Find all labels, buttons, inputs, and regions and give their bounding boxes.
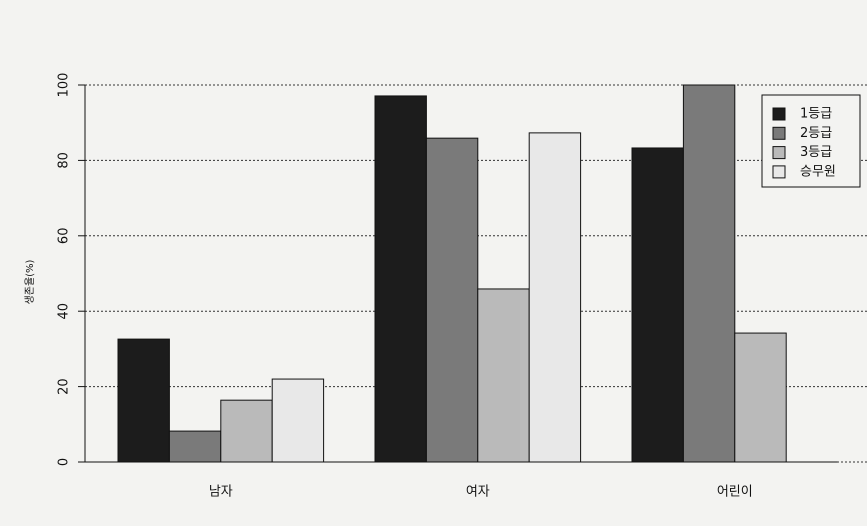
legend-label: 1등급 <box>800 107 832 122</box>
y-tick-label: 80 <box>57 152 72 169</box>
bar <box>734 332 787 463</box>
bar <box>168 430 222 463</box>
y-tick-label: 60 <box>57 228 72 245</box>
y-tick-label: 20 <box>57 378 72 395</box>
bar <box>117 338 170 463</box>
legend-swatch <box>772 165 786 179</box>
bar <box>425 137 479 463</box>
bar <box>528 132 582 463</box>
bar <box>682 84 736 463</box>
legend-swatch <box>772 107 786 121</box>
legend-swatch <box>772 126 786 140</box>
x-tick-label: 어린이 <box>717 485 753 500</box>
legend-label: 승무원 <box>800 164 836 179</box>
y-axis-label: 생존율(%) <box>24 259 36 304</box>
y-tick-label: 40 <box>57 303 72 320</box>
legend-label: 3등급 <box>800 145 832 160</box>
legend-label: 2등급 <box>800 126 832 141</box>
y-tick-label: 100 <box>57 73 72 98</box>
bar <box>271 378 325 463</box>
legend-swatch <box>772 146 786 160</box>
bar <box>477 288 530 463</box>
y-tick-label: 0 <box>57 458 72 466</box>
bar <box>220 399 273 463</box>
bar <box>631 147 684 463</box>
x-tick-label: 여자 <box>466 485 490 500</box>
x-tick-label: 남자 <box>209 485 233 500</box>
bar <box>374 95 427 463</box>
